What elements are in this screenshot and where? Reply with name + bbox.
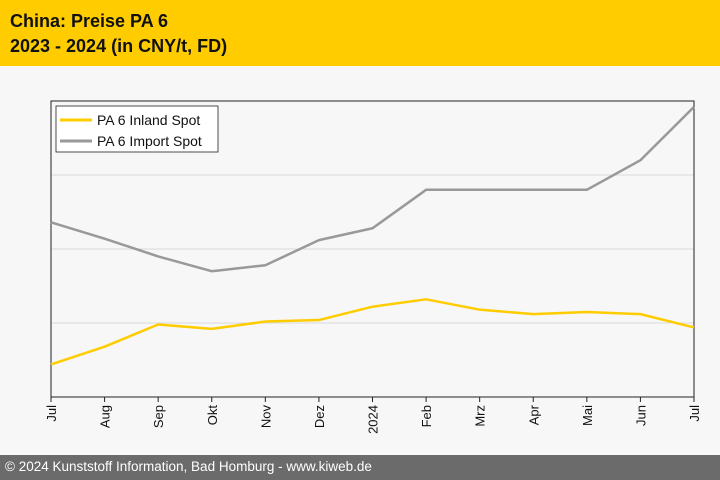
x-tick-label: Jun (633, 405, 648, 426)
footer-bar: © 2024 Kunststoff Information, Bad Hombu… (0, 455, 720, 480)
x-ticks (50, 397, 695, 402)
legend-box (55, 105, 219, 153)
series-lines (50, 106, 695, 366)
x-tick-label: Nov (258, 405, 273, 429)
legend: PA 6 Inland Spot PA 6 Import Spot (55, 105, 219, 153)
x-tick-label: Aug (98, 405, 113, 428)
x-tick-label: Jul (44, 405, 59, 422)
x-tick-label: Sep (151, 405, 166, 428)
grid-lines (51, 174, 694, 324)
legend-label-import: PA 6 Import Spot (97, 133, 202, 149)
x-tick-label: Jul (687, 405, 702, 422)
copyright-text: © 2024 Kunststoff Information, Bad Hombu… (5, 459, 372, 474)
x-tick-labels: Jul Aug Sep Okt Nov Dez 2024 Feb Mrz Apr Mai Jun Jul (44, 404, 702, 434)
chart-title: China: Preise PA 6 (10, 11, 169, 31)
x-tick-label: Dez (312, 405, 327, 428)
line-chart: Jul Aug Sep Okt Nov Dez 2024 Feb Mrz Apr Mai Jun Jul… (44, 100, 702, 434)
x-tick-label: Mrz (473, 405, 488, 427)
legend-label-inland: PA 6 Inland Spot (97, 112, 200, 128)
x-tick-label: Okt (205, 405, 220, 426)
series-line-inland (50, 298, 695, 366)
x-tick-label: 2024 (366, 405, 381, 434)
x-tick-label: Feb (419, 405, 434, 427)
x-tick-label: Mai (580, 405, 595, 426)
header-banner: China: Preise PA 6 2023 - 2024 (in CNY/t… (0, 0, 720, 66)
x-tick-label: Apr (526, 404, 541, 425)
chart-subtitle: 2023 - 2024 (in CNY/t, FD) (10, 36, 228, 56)
